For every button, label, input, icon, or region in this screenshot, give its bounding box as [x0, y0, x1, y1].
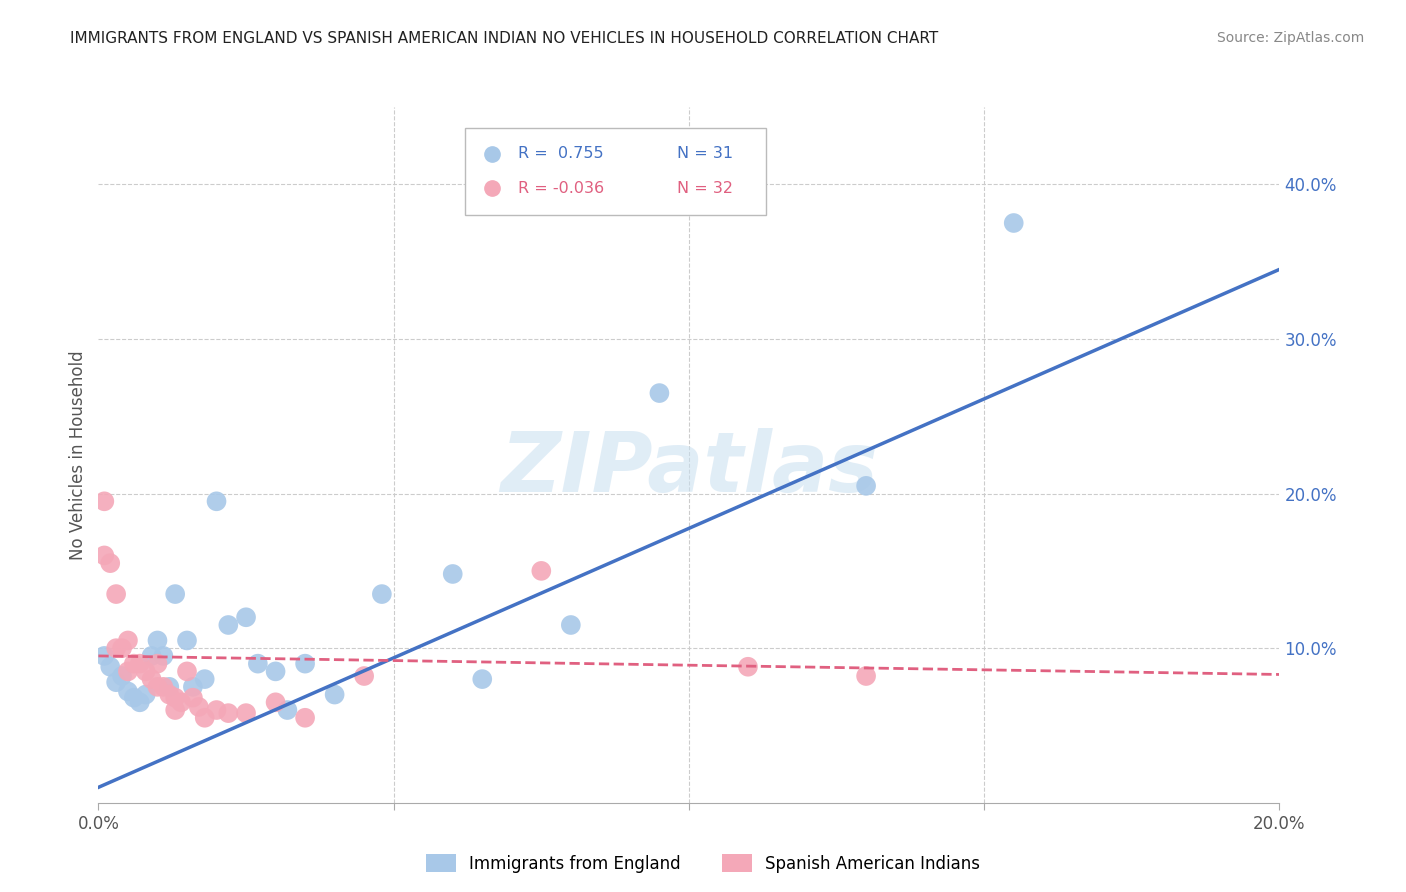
Point [294, 711, 316, 725]
Point [560, 618, 582, 632]
Point [117, 684, 139, 698]
Point [165, 587, 187, 601]
Point [105, 675, 128, 690]
Text: R = -0.036: R = -0.036 [517, 181, 603, 196]
Point [176, 665, 198, 679]
Point [141, 672, 163, 686]
Point [353, 669, 375, 683]
Point [135, 665, 157, 679]
Point [141, 648, 163, 663]
Point [146, 680, 169, 694]
Point [855, 479, 877, 493]
Point [323, 688, 346, 702]
Point [157, 688, 180, 702]
Point [128, 695, 150, 709]
Text: ZIPatlas: ZIPatlas [501, 428, 877, 509]
Point [235, 610, 257, 624]
Point [117, 665, 139, 679]
Point [105, 641, 128, 656]
Point [152, 648, 174, 663]
Text: R =  0.755: R = 0.755 [517, 146, 603, 161]
Point [146, 657, 169, 671]
Point [105, 587, 128, 601]
Point [181, 680, 204, 694]
Text: N = 32: N = 32 [678, 181, 733, 196]
Point [294, 657, 316, 671]
Point [93, 648, 115, 663]
Point [122, 690, 145, 705]
Point [194, 711, 217, 725]
Point [217, 706, 239, 720]
Text: N = 31: N = 31 [678, 146, 734, 161]
Point [276, 703, 298, 717]
Point [1002, 216, 1025, 230]
Point [246, 657, 269, 671]
Point [530, 564, 553, 578]
Point [165, 690, 187, 705]
Point [111, 641, 134, 656]
Point [371, 587, 394, 601]
Point [187, 700, 209, 714]
Y-axis label: No Vehicles in Household: No Vehicles in Household [69, 350, 87, 560]
Point [264, 695, 287, 709]
Point [181, 690, 204, 705]
Point [194, 672, 217, 686]
Point [117, 633, 139, 648]
Point [146, 633, 169, 648]
Point [205, 703, 228, 717]
Point [471, 672, 494, 686]
Point [235, 706, 257, 720]
Point [98, 556, 121, 570]
Point [737, 659, 759, 673]
Point [165, 703, 187, 717]
Point [93, 549, 115, 563]
Point [135, 688, 157, 702]
Point [111, 669, 134, 683]
Point [93, 494, 115, 508]
FancyBboxPatch shape [464, 128, 766, 215]
Legend: Immigrants from England, Spanish American Indians: Immigrants from England, Spanish America… [419, 847, 987, 880]
Text: IMMIGRANTS FROM ENGLAND VS SPANISH AMERICAN INDIAN NO VEHICLES IN HOUSEHOLD CORR: IMMIGRANTS FROM ENGLAND VS SPANISH AMERI… [70, 31, 939, 46]
Point [205, 494, 228, 508]
Point [176, 633, 198, 648]
Point [264, 665, 287, 679]
Point [122, 657, 145, 671]
Point [217, 618, 239, 632]
Point [441, 566, 464, 581]
Text: Source: ZipAtlas.com: Source: ZipAtlas.com [1216, 31, 1364, 45]
Point [157, 680, 180, 694]
Point [98, 659, 121, 673]
Point [648, 386, 671, 401]
Point [855, 669, 877, 683]
Point [170, 695, 193, 709]
Point [152, 680, 174, 694]
Point [128, 657, 150, 671]
